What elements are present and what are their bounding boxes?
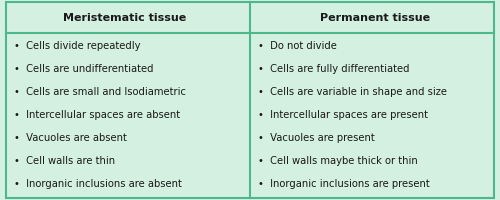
Text: •  Cells are undifferentiated: • Cells are undifferentiated	[14, 64, 153, 74]
Text: •  Vacuoles are present: • Vacuoles are present	[258, 133, 374, 143]
Text: •  Inorganic inclusions are absent: • Inorganic inclusions are absent	[14, 179, 181, 189]
Text: •  Cells divide repeatedly: • Cells divide repeatedly	[14, 41, 140, 51]
Text: •  Intercellular spaces are present: • Intercellular spaces are present	[258, 110, 428, 120]
FancyBboxPatch shape	[6, 2, 494, 198]
Text: •  Cells are small and Isodiametric: • Cells are small and Isodiametric	[14, 87, 186, 97]
Text: •  Vacuoles are absent: • Vacuoles are absent	[14, 133, 126, 143]
Text: Permanent tissue: Permanent tissue	[320, 13, 430, 23]
Text: •  Inorganic inclusions are present: • Inorganic inclusions are present	[258, 179, 429, 189]
Text: •  Do not divide: • Do not divide	[258, 41, 336, 51]
Text: •  Cells are variable in shape and size: • Cells are variable in shape and size	[258, 87, 446, 97]
Text: •  Cells are fully differentiated: • Cells are fully differentiated	[258, 64, 409, 74]
Text: •  Cell walls are thin: • Cell walls are thin	[14, 156, 114, 166]
Text: •  Intercellular spaces are absent: • Intercellular spaces are absent	[14, 110, 179, 120]
Text: •  Cell walls maybe thick or thin: • Cell walls maybe thick or thin	[258, 156, 417, 166]
Text: Meristematic tissue: Meristematic tissue	[64, 13, 186, 23]
